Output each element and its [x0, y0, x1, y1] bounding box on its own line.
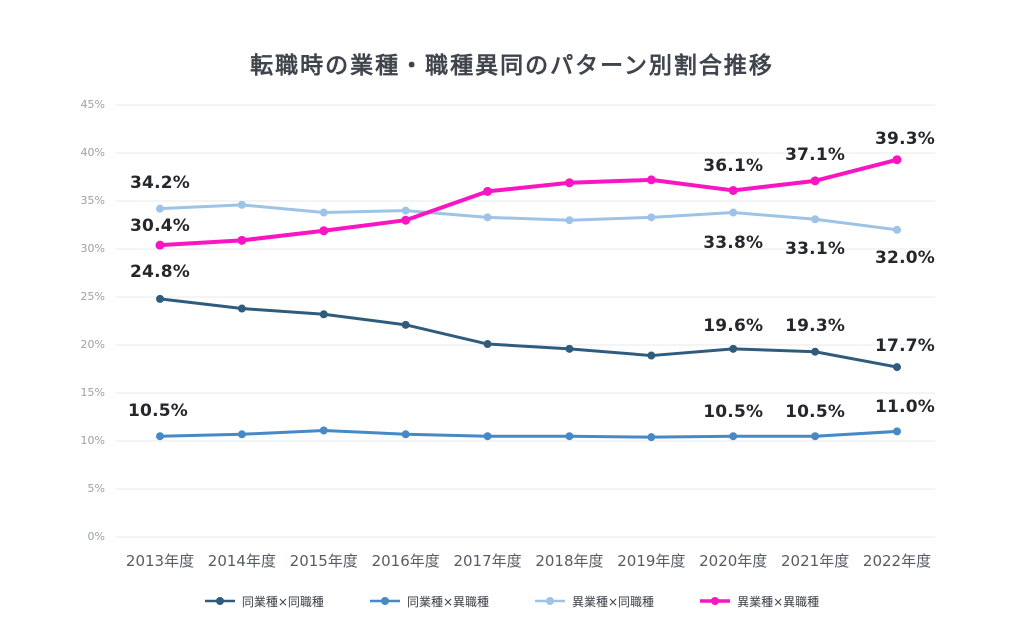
value-label: 33.1% — [785, 239, 846, 260]
y-tick-label: 35% — [80, 194, 105, 207]
x-tick-label: 2021年度 — [781, 552, 850, 570]
legend-marker-icon — [700, 597, 731, 605]
data-point — [319, 208, 328, 217]
data-point — [646, 175, 656, 185]
data-point — [893, 225, 901, 234]
data-point — [729, 432, 738, 441]
value-label: 10.5% — [785, 402, 846, 423]
series-line — [158, 203, 899, 232]
x-tick-label: 2022年度 — [862, 552, 932, 570]
value-label: 34.2% — [130, 172, 190, 193]
legend: 同業種×同職種 同業種×異職種 異業種×同職種 異業種×異職種 — [0, 589, 1024, 613]
legend-label: 同業種×異職種 — [406, 594, 489, 609]
data-point — [647, 433, 656, 442]
value-label: 36.1% — [703, 156, 764, 177]
data-point — [647, 351, 656, 360]
data-point — [319, 310, 328, 319]
y-tick-label: 40% — [80, 146, 105, 159]
value-label: 19.6% — [703, 315, 764, 336]
data-point — [565, 216, 574, 225]
value-label: 32.0% — [875, 247, 935, 268]
legend-label: 同業種×同職種 — [241, 594, 324, 609]
data-point — [810, 176, 820, 186]
data-point — [237, 304, 246, 313]
data-point — [319, 226, 329, 236]
x-tick-label: 2019年度 — [617, 552, 686, 570]
data-point — [647, 213, 656, 222]
data-point — [237, 430, 246, 439]
legend-item: 同業種×同職種 — [204, 593, 324, 610]
legend-label: 異業種×同職種 — [572, 594, 655, 609]
data-point — [483, 213, 492, 222]
y-tick-label: 10% — [80, 434, 105, 447]
series-line — [158, 297, 899, 369]
y-tick-label: 25% — [80, 290, 105, 303]
y-tick-label: 45% — [80, 98, 105, 111]
data-point — [155, 240, 165, 250]
value-label: 17.7% — [875, 336, 935, 357]
value-label: 10.5% — [703, 402, 764, 423]
data-point — [319, 426, 328, 435]
legend-marker-icon — [369, 597, 400, 605]
y-tick-label: 0% — [87, 530, 105, 543]
data-point — [483, 432, 492, 441]
data-point — [565, 432, 574, 441]
x-tick-label: 2016年度 — [371, 552, 440, 570]
value-label: 19.3% — [785, 315, 846, 336]
value-label: 30.4% — [130, 216, 190, 237]
data-point — [483, 186, 493, 196]
legend-marker-icon — [535, 597, 565, 605]
value-label: 11.0% — [875, 397, 935, 418]
data-point — [729, 208, 738, 217]
legend-item: 同業種×異職種 — [369, 593, 489, 610]
data-point — [401, 215, 411, 225]
data-point — [728, 185, 738, 195]
data-point — [483, 340, 492, 349]
data-point — [565, 344, 574, 353]
data-point — [729, 344, 738, 353]
value-label: 33.8% — [703, 232, 764, 253]
value-label: 24.8% — [130, 261, 190, 282]
data-point — [811, 347, 820, 356]
legend-marker-icon — [204, 597, 235, 605]
y-tick-label: 5% — [87, 482, 105, 495]
data-point — [811, 432, 820, 441]
y-tick-label: 15% — [80, 386, 105, 399]
data-point — [156, 432, 164, 441]
legend-label: 異業種×異職種 — [737, 594, 820, 609]
data-point — [237, 235, 247, 245]
data-point — [156, 294, 164, 303]
data-point — [401, 430, 410, 439]
data-point — [893, 363, 901, 372]
data-point — [564, 178, 574, 188]
data-point — [156, 204, 164, 213]
x-tick-label: 2013年度 — [125, 552, 195, 570]
value-label: 39.3% — [875, 128, 935, 149]
data-point — [401, 206, 410, 215]
value-label: 37.1% — [785, 144, 846, 165]
x-tick-label: 2018年度 — [535, 552, 604, 570]
data-point — [811, 215, 820, 224]
legend-item: 異業種×異職種 — [700, 593, 819, 610]
y-tick-label: 30% — [80, 242, 105, 255]
x-tick-label: 2017年度 — [453, 552, 522, 570]
data-point — [893, 427, 901, 436]
series-line — [158, 428, 899, 439]
x-tick-label: 2014年度 — [207, 552, 276, 570]
y-tick-label: 20% — [80, 338, 105, 351]
data-point — [237, 200, 246, 209]
data-point — [892, 155, 902, 165]
x-tick-label: 2015年度 — [289, 552, 358, 570]
chart-title: 転職時の業種・職種異同のパターン別割合推移 — [250, 53, 774, 79]
series-line — [158, 157, 899, 248]
value-label: 10.5% — [128, 401, 188, 422]
x-tick-label: 2020年度 — [699, 552, 768, 570]
legend-item: 異業種×同職種 — [535, 593, 654, 610]
data-point — [401, 320, 410, 329]
